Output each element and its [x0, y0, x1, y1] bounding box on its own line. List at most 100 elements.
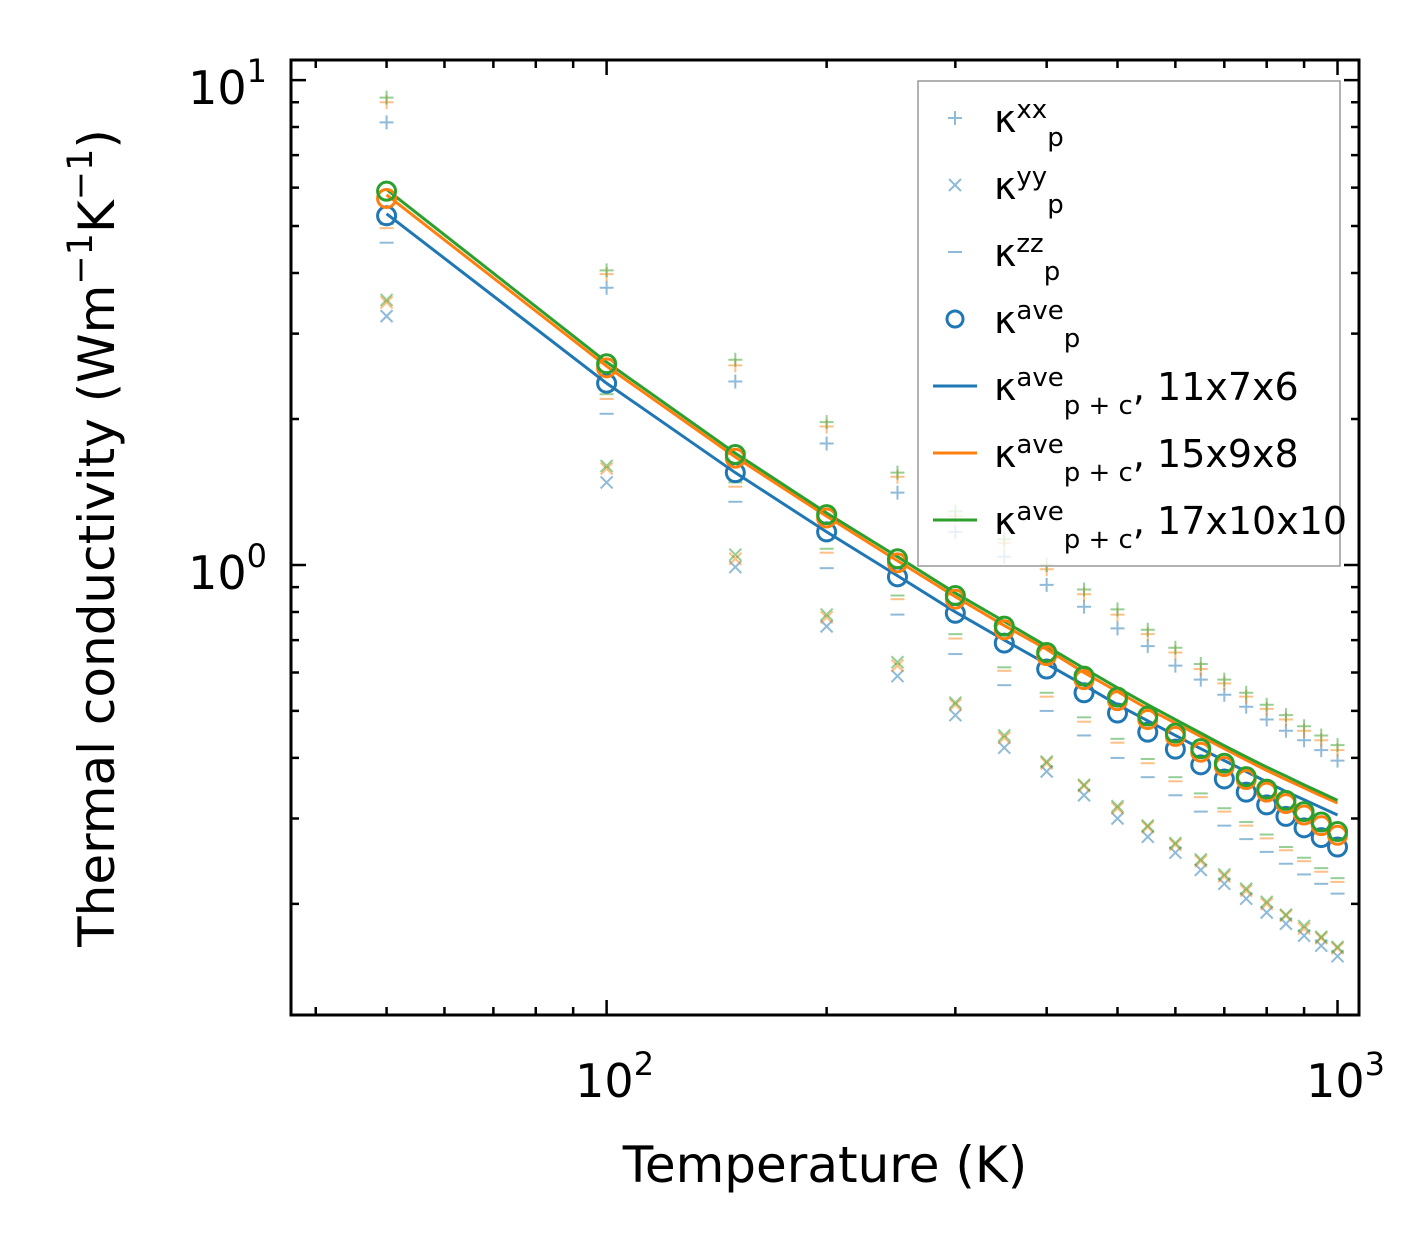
point-ave-green-950: [1310, 811, 1332, 833]
series-yy-green: [379, 293, 1345, 954]
point-xx-blue-500: [1110, 621, 1125, 636]
y-axis-label: Thermal conductivity (Wm−1K−1): [61, 129, 126, 948]
point-yy-green-50: [379, 293, 394, 307]
point-ave-blue-600: [1164, 738, 1186, 760]
legend-symbol-0: [948, 111, 962, 125]
series-zz-orange: [379, 227, 1345, 883]
point-ave-green-50: [376, 180, 398, 202]
legend-symbols: [933, 111, 977, 522]
point-xx-green-850: [1278, 708, 1293, 723]
point-yy-orange-50: [379, 295, 394, 310]
point-xx-green-200: [819, 415, 834, 430]
point-xx-green-100: [599, 263, 614, 278]
point-xx-blue-250: [890, 485, 905, 500]
point-xx-green-550: [1140, 622, 1155, 637]
point-yy-green-750: [1239, 881, 1253, 896]
point-xx-green-750: [1239, 685, 1254, 700]
legend-label-15x9x8: κavep + c, 15x9x8: [994, 430, 1299, 488]
point-xx-green-600: [1168, 640, 1183, 655]
point-yy-orange-400: [1039, 756, 1054, 770]
point-yy-green-550: [1141, 818, 1155, 833]
point-xx-blue-50: [379, 115, 394, 130]
point-yy-green-850: [1279, 907, 1293, 922]
point-yy-green-400: [1039, 754, 1054, 769]
point-yy-orange-250: [890, 658, 905, 673]
point-xx-green-950: [1314, 728, 1329, 743]
x-tick-labels: 102 103: [575, 1045, 1385, 1108]
legend-labels: κxxp κyyp κzzp κavep κavep + c, 11x7x6 κ…: [994, 95, 1347, 555]
legend-label-kave: κavep: [994, 296, 1080, 354]
series-line-11x7x6-blue: [385, 212, 1339, 817]
legend-label-kyy: κyyp: [994, 162, 1064, 220]
point-ave-green-300: [944, 585, 966, 607]
point-xx-blue-200: [819, 436, 834, 451]
point-yy-blue-350: [997, 740, 1011, 755]
point-yy-blue-50: [379, 309, 394, 323]
point-yy-orange-650: [1194, 854, 1208, 868]
point-ave-blue-750: [1235, 781, 1257, 803]
point-yy-orange-700: [1217, 869, 1232, 884]
point-xx-blue-400: [1039, 577, 1054, 592]
point-xx-green-50: [379, 90, 394, 105]
point-xx-green-1000: [1330, 738, 1345, 753]
point-yy-blue-250: [890, 669, 905, 683]
point-yy-green-700: [1217, 867, 1232, 882]
plot-frame: [289, 58, 1361, 1017]
series-ave-green: [376, 180, 1349, 843]
x-tick-label-100: 102: [575, 1045, 654, 1108]
point-ave-green-200: [816, 504, 838, 526]
legend-symbol-3: [945, 309, 965, 329]
point-ave-green-750: [1235, 766, 1257, 788]
series-zz-blue: [379, 241, 1345, 895]
point-yy-green-600: [1168, 836, 1183, 850]
series-line-15x9x8-orange: [385, 193, 1339, 805]
point-yy-green-200: [819, 607, 834, 622]
point-yy-blue-500: [1110, 811, 1125, 826]
point-yy-orange-800: [1259, 897, 1274, 911]
legend-label-kxx: κxxp: [994, 95, 1064, 153]
point-yy-orange-550: [1141, 820, 1155, 834]
point-yy-orange-150: [728, 552, 743, 566]
point-yy-green-500: [1110, 799, 1125, 813]
point-ave-green-900: [1293, 801, 1315, 823]
point-yy-orange-200: [819, 610, 834, 624]
legend: κxxp κyyp κzzp κavep κavep + c, 11x7x6 κ…: [917, 80, 1347, 567]
point-xx-blue-450: [1077, 599, 1092, 614]
point-ave-green-450: [1073, 665, 1095, 687]
point-xx-green-150: [728, 352, 743, 367]
point-yy-orange-600: [1168, 837, 1183, 852]
point-yy-green-950: [1314, 930, 1328, 944]
point-ave-green-650: [1190, 738, 1212, 760]
point-ave-green-500: [1106, 686, 1128, 708]
point-ave-blue-550: [1137, 721, 1159, 743]
point-ave-blue-100: [596, 372, 618, 394]
legend-box: [917, 80, 1341, 567]
point-yy-green-150: [728, 547, 743, 562]
point-xx-green-450: [1077, 582, 1092, 597]
point-xx-green-800: [1259, 697, 1274, 712]
point-yy-blue-300: [948, 708, 963, 722]
point-ave-green-1000: [1327, 821, 1349, 843]
point-yy-orange-300: [948, 697, 963, 712]
point-yy-green-900: [1297, 919, 1311, 933]
point-yy-green-450: [1077, 778, 1091, 792]
x-axis-label: Temperature (K): [622, 1136, 1027, 1194]
legend-label-kzz: κzzp: [994, 229, 1060, 287]
point-ave-green-150: [724, 443, 746, 465]
point-xx-blue-100: [599, 280, 614, 295]
point-ave-green-800: [1256, 778, 1278, 800]
point-xx-green-700: [1217, 672, 1232, 687]
point-ave-green-100: [596, 353, 618, 375]
point-yy-green-1000: [1330, 940, 1345, 954]
point-ave-orange-50: [376, 187, 398, 209]
point-yy-green-800: [1259, 895, 1274, 909]
point-yy-blue-100: [599, 475, 614, 490]
point-ave-green-550: [1137, 705, 1159, 727]
point-ave-green-400: [1036, 641, 1058, 663]
point-xx-green-250: [890, 465, 905, 480]
point-ave-blue-650: [1190, 754, 1212, 776]
point-yy-green-250: [890, 655, 905, 669]
point-xx-blue-150: [728, 374, 743, 389]
x-tick-label-1000: 103: [1306, 1045, 1385, 1108]
